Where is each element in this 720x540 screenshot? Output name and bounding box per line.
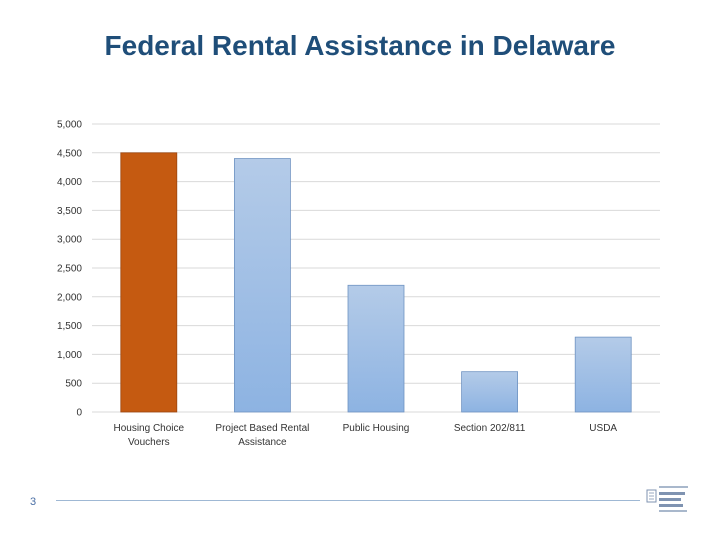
page-number: 3	[30, 496, 37, 508]
y-tick-label: 3,000	[57, 235, 82, 246]
x-category-label: Project Based Rental	[215, 423, 309, 434]
bar	[347, 284, 405, 413]
bar	[461, 371, 519, 413]
x-category-label: USDA	[589, 423, 617, 434]
y-tick-label: 4,500	[57, 148, 82, 159]
y-tick-label: 2,000	[57, 292, 82, 303]
y-tick-label: 0	[76, 408, 82, 419]
y-tick-label: 4,000	[57, 177, 82, 188]
y-tick-label: 2,500	[57, 264, 82, 275]
x-category-label: Section 202/811	[454, 423, 526, 434]
bar-chart: 0 500 1,000 1,500 2,000 2,500 3,000 3,500 4,000 4…	[57, 120, 660, 448]
bar	[574, 336, 632, 413]
y-tick-label: 1,000	[57, 350, 82, 361]
y-tick-label: 3,500	[57, 206, 82, 217]
slide-title: Federal Rental Assistance in Delaware	[104, 30, 616, 61]
y-tick-label: 5,000	[57, 120, 82, 131]
bar	[120, 152, 178, 413]
x-category-label: Public Housing	[343, 423, 410, 434]
x-category-label: Vouchers	[128, 437, 170, 448]
x-category-label: Housing Choice	[113, 423, 184, 434]
y-tick-label: 500	[65, 379, 82, 390]
x-category-label: Assistance	[238, 437, 287, 448]
organization-logo	[646, 486, 688, 512]
footer-rule	[56, 500, 640, 501]
y-tick-label: 1,500	[57, 321, 82, 332]
bar	[233, 158, 291, 413]
